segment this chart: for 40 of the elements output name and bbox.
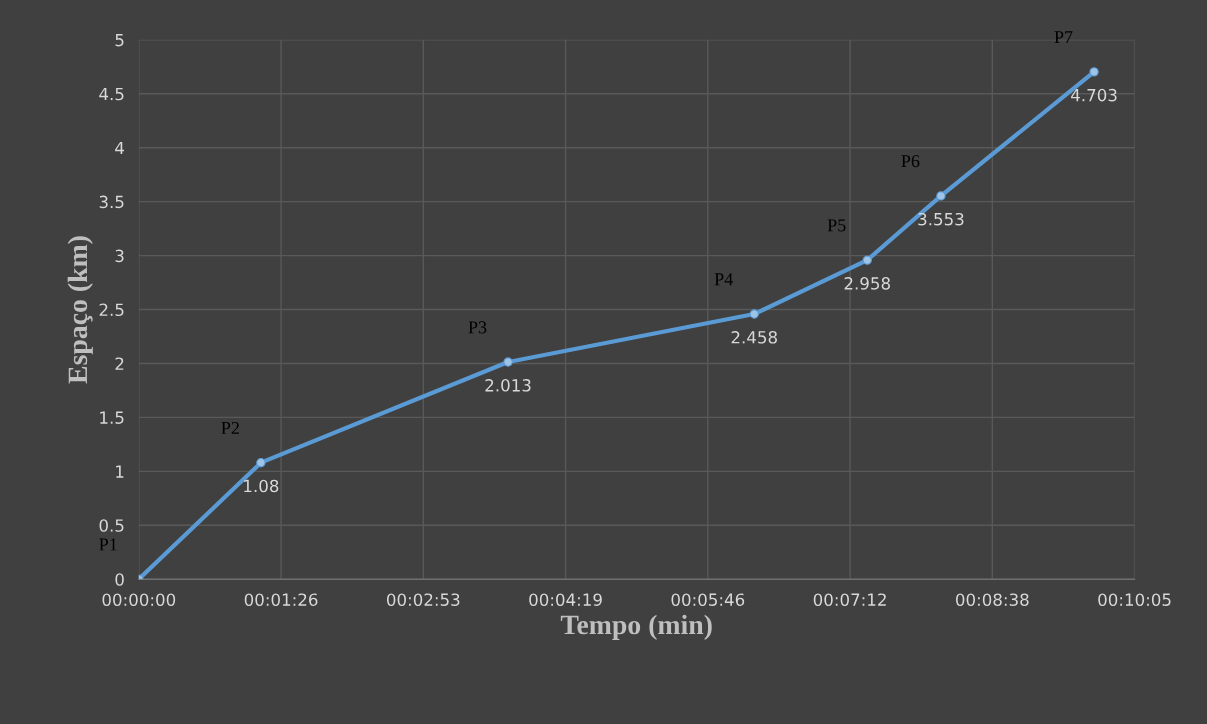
y-tick-label: 2.5 [99,303,124,317]
x-tick-label: 00:01:26 [244,593,318,606]
y-tick-label: 5 [115,34,124,47]
annotation: P1 [99,538,117,551]
y-tick-label: 1.5 [100,411,124,424]
x-tick-label: 00:10:05 [1098,593,1171,606]
annotation: P7 [1054,31,1073,44]
y-tick-label: 3.5 [99,195,124,209]
point [749,309,759,319]
x-tick-label: 00:08:38 [956,593,1029,606]
y-tick-label: 3 [115,249,124,263]
point [862,255,872,265]
x-tick-label: 00:07:12 [813,593,886,606]
data-label: 2.013 [485,379,531,392]
data-label: 2.458 [731,331,777,344]
y-tick-label: 0 [115,573,124,586]
annotation: P6 [901,155,920,168]
point [256,458,266,468]
x-axis-title: Tempo (min) [560,614,712,640]
x-tick-label: 00:05:46 [671,593,745,606]
y-tick-label: 4 [115,141,124,155]
data-label: 1.08 [244,479,279,493]
y-tick-label: 1 [116,465,124,478]
y-tick-label: 4.5 [99,87,124,101]
point [1089,67,1099,77]
x-tick-label: 00:02:53 [386,593,460,606]
y-tick-label: 2 [115,357,124,370]
x-tick-label: 00:00:00 [102,593,176,606]
data-label: 2.958 [844,277,890,290]
annotation: P4 [714,273,733,286]
x-tick-label: 00:04:19 [529,593,602,606]
point [503,357,513,367]
data-label: 4.703 [1071,88,1117,102]
annotation: P2 [221,421,239,434]
data-label: 3.553 [918,212,964,226]
annotation: P5 [827,219,846,232]
annotation: P3 [468,321,487,334]
point [936,191,946,201]
y-tick-label: 0.5 [99,519,124,532]
y-axis-title: Espaço (km) [67,236,93,384]
